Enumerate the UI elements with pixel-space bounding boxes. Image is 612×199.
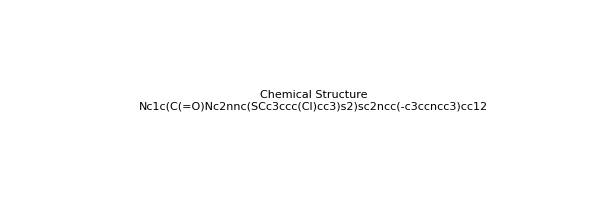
Text: Chemical Structure
Nc1c(C(=O)Nc2nnc(SCc3ccc(Cl)cc3)s2)sc2ncc(-c3ccncc3)cc12: Chemical Structure Nc1c(C(=O)Nc2nnc(SCc3…: [139, 90, 488, 111]
